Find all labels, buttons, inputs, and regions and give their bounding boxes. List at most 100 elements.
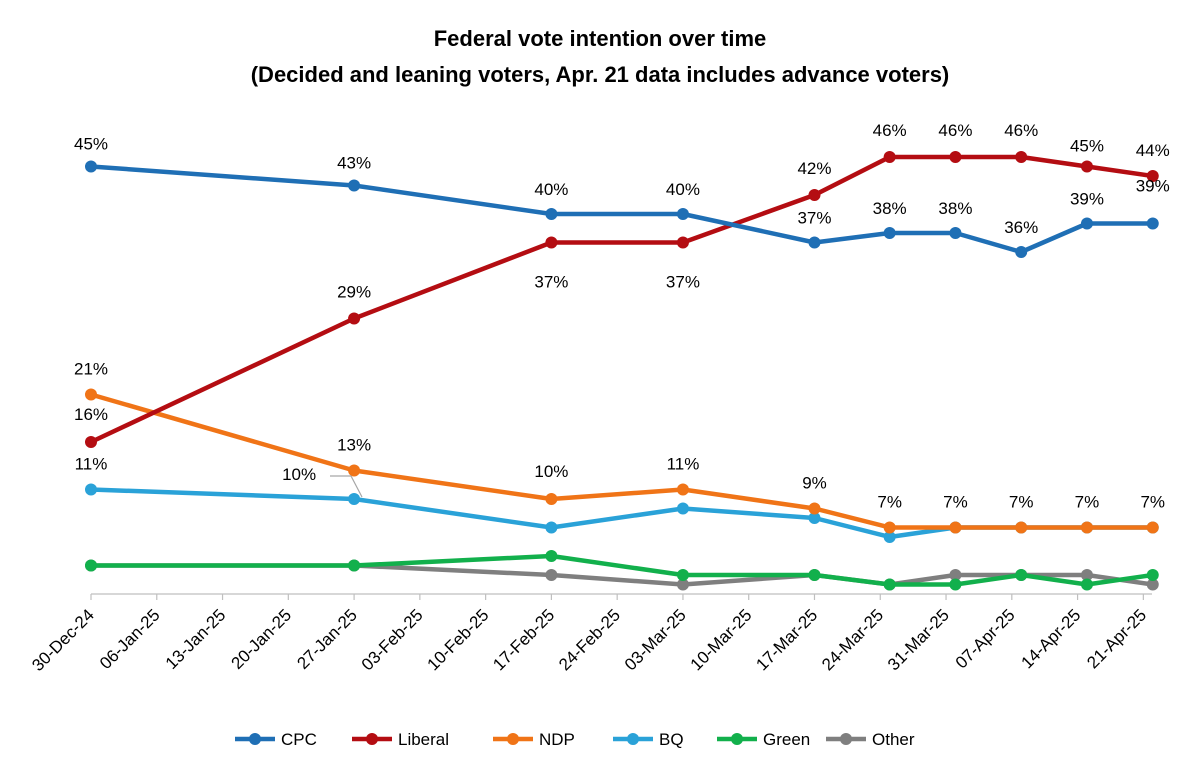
series-green [85, 550, 1159, 591]
series-line-bq [90, 487, 1153, 540]
data-label-ndp: 11% [667, 455, 700, 474]
chart-title: Federal vote intention over time [434, 26, 767, 51]
data-label-liberal: 44% [1136, 141, 1170, 160]
data-point-bq [545, 521, 558, 534]
series-liberal [85, 151, 1159, 448]
chart-subtitle: (Decided and leaning voters, Apr. 21 dat… [251, 62, 950, 87]
x-axis-ticks: 30-Dec-2406-Jan-2513-Jan-2520-Jan-2527-J… [28, 594, 1150, 675]
data-label-ndp: 13% [337, 436, 371, 455]
plot-area [85, 151, 1159, 591]
legend-item-liberal: Liberal [352, 730, 449, 749]
data-label-cpc: 39% [1136, 177, 1170, 196]
data-label-cpc: 39% [1070, 190, 1104, 209]
legend-label: NDP [539, 730, 575, 749]
data-point-cpc [545, 208, 558, 220]
data-point-bq [348, 493, 361, 505]
data-point-green [1015, 569, 1028, 581]
legend-item-bq: BQ [613, 730, 684, 749]
x-tick-label: 03-Mar-25 [621, 605, 690, 674]
data-point-liberal [348, 312, 361, 325]
x-tick-label: 17-Mar-25 [752, 605, 821, 674]
series-line-green [91, 553, 1154, 587]
data-point-cpc [1015, 246, 1028, 258]
series-line-cpc [90, 164, 1153, 255]
data-point-green [545, 550, 558, 562]
data-label-ndp: 7% [1140, 493, 1165, 512]
series-cpc [85, 160, 1159, 258]
data-point-other [1080, 569, 1093, 581]
data-point-ndp [1080, 521, 1093, 534]
x-tick-label: 24-Feb-25 [555, 605, 624, 674]
legend-label: Liberal [398, 730, 449, 749]
legend-label: Green [763, 730, 810, 749]
x-tick-label: 03-Feb-25 [358, 605, 427, 674]
x-tick-label: 17-Feb-25 [489, 605, 558, 674]
data-point-ndp [949, 521, 962, 534]
data-label-liberal: 37% [534, 273, 568, 292]
data-point-other [676, 578, 689, 591]
series-ndp [85, 388, 1159, 534]
x-tick-label: 10-Feb-25 [424, 605, 493, 674]
data-label-ndp: 7% [943, 493, 968, 512]
data-label-bq: 11% [75, 455, 108, 474]
data-label-cpc: 37% [797, 209, 831, 228]
data-labels: 45% 43% 40% 40% 37% 38% 38% 36% 39% 39% 16% 29% 37% 3… [74, 121, 1170, 512]
data-point-liberal [545, 236, 558, 249]
data-point-green [883, 578, 896, 591]
legend-swatch-marker [731, 733, 743, 745]
data-point-ndp [85, 388, 97, 401]
data-point-liberal [1080, 160, 1093, 173]
data-point-liberal [676, 236, 689, 249]
data-label-ndp: 9% [802, 474, 827, 493]
data-point-bq [85, 483, 97, 496]
data-point-green [1080, 578, 1093, 591]
data-label-liberal: 42% [797, 159, 831, 178]
data-point-liberal [883, 151, 896, 163]
data-point-green [348, 559, 361, 572]
data-point-ndp [348, 464, 361, 477]
x-tick-label: 24-Mar-25 [818, 605, 887, 674]
data-point-liberal [1015, 151, 1028, 163]
data-point-bq [676, 502, 689, 515]
data-point-ndp [1015, 521, 1028, 534]
series-line-liberal [90, 154, 1154, 445]
data-point-liberal [85, 436, 97, 448]
data-label-ndp: 21% [74, 360, 108, 379]
data-point-ndp [1146, 521, 1159, 534]
data-point-ndp [545, 493, 558, 505]
data-label-bq: 10% [282, 465, 316, 484]
data-point-liberal [1146, 170, 1159, 182]
legend-item-green: Green [717, 730, 810, 749]
data-label-ndp: 7% [877, 493, 902, 512]
data-point-green [808, 569, 821, 581]
data-point-ndp [883, 521, 896, 534]
data-point-green [949, 578, 962, 591]
legend-item-other: Other [826, 730, 915, 749]
data-point-ndp [808, 502, 821, 515]
legend-swatch-marker [249, 733, 261, 745]
data-label-liberal: 45% [1070, 137, 1104, 156]
data-label-liberal: 46% [873, 121, 907, 140]
data-label-cpc: 38% [938, 199, 972, 218]
data-label-ndp: 7% [1009, 493, 1034, 512]
data-point-cpc [85, 160, 97, 173]
data-label-cpc: 45% [74, 135, 108, 154]
legend-swatch-marker [840, 733, 852, 745]
data-point-cpc [1146, 217, 1159, 230]
legend-swatch-marker [366, 733, 378, 745]
data-point-cpc [1080, 217, 1093, 230]
legend-swatch-marker [627, 733, 639, 745]
data-point-other [949, 569, 962, 581]
data-label-liberal: 29% [337, 283, 371, 302]
x-tick-label: 30-Dec-24 [28, 605, 98, 675]
legend-item-cpc: CPC [235, 730, 317, 749]
legend-swatch-marker [507, 733, 519, 745]
data-point-ndp [676, 483, 689, 496]
data-point-bq [883, 531, 896, 543]
legend-label: BQ [659, 730, 684, 749]
x-tick-label: 13-Jan-25 [162, 605, 230, 673]
data-label-cpc: 38% [873, 199, 907, 218]
x-tick-label: 07-Apr-25 [952, 605, 1019, 672]
data-point-cpc [348, 179, 361, 192]
